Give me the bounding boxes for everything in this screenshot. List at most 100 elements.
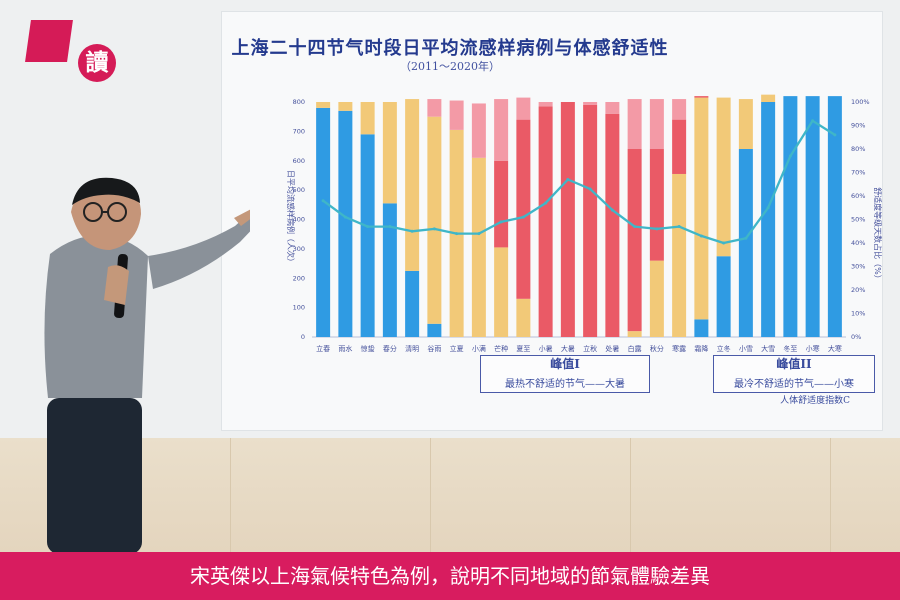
- bar-yellow: [516, 298, 531, 337]
- peak1-text: 最热不舒适的节气——大暑: [505, 379, 625, 390]
- comfort-point: [677, 225, 681, 229]
- right-axis-label: 舒适度等级天数占比（%）: [873, 187, 883, 283]
- bar-pink: [672, 99, 687, 120]
- chart-subtitle: （2011～2020年）: [400, 60, 500, 73]
- speaker-hair: [72, 177, 140, 205]
- category-label: 立冬: [717, 344, 731, 353]
- category-label: 清明: [405, 344, 419, 353]
- panel-seam: [230, 438, 231, 552]
- left-tick-label: 700: [293, 127, 305, 135]
- comfort-point: [366, 225, 370, 229]
- bar-pink: [538, 102, 553, 107]
- comfort-point: [744, 236, 748, 240]
- bar-red: [694, 96, 709, 98]
- category-label: 雨水: [338, 344, 352, 353]
- category-label: 小寒: [806, 344, 820, 353]
- category-label: 芒种: [494, 344, 508, 353]
- right-tick-label: 90%: [851, 122, 865, 130]
- bar-yellow: [494, 247, 509, 337]
- peak1-title: 峰值I: [550, 357, 580, 371]
- bar-pink: [583, 102, 598, 105]
- bar-yellow: [405, 99, 420, 271]
- right-tick-label: 30%: [851, 263, 865, 271]
- comfort-point: [655, 227, 659, 231]
- bar-yellow: [738, 99, 753, 149]
- bar-red: [627, 149, 642, 332]
- category-label: 霜降: [694, 344, 708, 353]
- bar-red: [605, 113, 620, 337]
- pointing-hand: [234, 209, 250, 226]
- bar-blue: [783, 96, 798, 337]
- bar-pink: [427, 99, 442, 117]
- category-label: 秋分: [650, 344, 664, 353]
- comfort-point: [521, 215, 525, 219]
- speaker-trousers: [47, 398, 142, 552]
- comfort-point: [343, 215, 347, 219]
- photo: 讀 上海二十四节气时段日平均流感样病例与体感舒适性 （2011～2020年） 0…: [0, 0, 900, 552]
- bar-blue: [360, 134, 375, 337]
- comfort-point: [388, 225, 392, 229]
- left-tick-label: 200: [293, 274, 305, 282]
- peak2-box: 峰值II 最冷不舒适的节气——小寒: [713, 355, 875, 393]
- category-label: 立春: [316, 344, 330, 353]
- chart-title: 上海二十四节气时段日平均流感样病例与体感舒适性: [231, 38, 669, 59]
- bar-yellow: [427, 116, 442, 324]
- left-tick-label: 400: [293, 216, 305, 224]
- category-label: 立秋: [583, 344, 597, 353]
- bar-yellow: [338, 102, 353, 111]
- bar-yellow: [761, 94, 776, 102]
- category-label: 惊蛰: [361, 344, 375, 353]
- bar-red: [649, 149, 664, 261]
- comfort-point: [321, 199, 325, 203]
- caption-bar: 宋英傑以上海氣候特色為例，說明不同地域的節氣體驗差異: [0, 552, 900, 600]
- bar-red: [516, 119, 531, 299]
- comfort-line: [322, 119, 836, 245]
- comfort-point: [722, 241, 726, 245]
- right-tick-label: 100%: [851, 98, 870, 106]
- comfort-point: [566, 178, 570, 182]
- bar-blue: [716, 256, 731, 337]
- right-tick-label: 0%: [851, 333, 861, 341]
- comfort-point: [588, 187, 592, 191]
- bar-yellow: [627, 331, 642, 337]
- bar-blue: [805, 96, 820, 337]
- category-label: 处暑: [605, 344, 619, 353]
- comfort-point: [766, 206, 770, 210]
- bar-pink: [627, 99, 642, 149]
- bar-pink: [494, 99, 509, 161]
- comfort-point: [499, 220, 503, 224]
- bar-pink: [471, 103, 486, 158]
- bar-blue: [427, 323, 442, 337]
- bar-yellow: [694, 97, 709, 320]
- wood-panel-wall: [0, 438, 900, 552]
- bar-blue: [738, 149, 753, 337]
- bar-pink: [649, 99, 664, 149]
- bar-yellow: [471, 157, 486, 337]
- comfort-point: [455, 232, 459, 236]
- comfort-point: [410, 229, 414, 233]
- right-tick-label: 70%: [851, 169, 865, 177]
- left-tick-label: 300: [293, 245, 305, 253]
- category-label: 大寒: [828, 344, 842, 353]
- bar-blue: [761, 102, 776, 337]
- bar-red: [494, 160, 509, 248]
- panel-seam: [430, 438, 431, 552]
- bar-blue: [405, 270, 420, 337]
- category-label: 春分: [383, 344, 397, 353]
- bar-yellow: [360, 102, 375, 135]
- right-tick-label: 50%: [851, 216, 865, 224]
- left-axis-label: 日平均流感样病例（人次）: [286, 170, 296, 266]
- comfort-point: [833, 133, 837, 137]
- comfort-point: [477, 232, 481, 236]
- right-tick-label: 60%: [851, 192, 865, 200]
- category-label: 寒露: [672, 344, 686, 353]
- bar-yellow: [716, 97, 731, 257]
- left-tick-label: 500: [293, 186, 305, 194]
- speaker-arm-shirt: [148, 212, 250, 289]
- panel-seam: [630, 438, 631, 552]
- category-label: 大雪: [761, 344, 775, 353]
- panel-seam: [830, 438, 831, 552]
- comfort-point: [544, 201, 548, 205]
- bar-pink: [605, 102, 620, 114]
- bar-red: [672, 119, 687, 174]
